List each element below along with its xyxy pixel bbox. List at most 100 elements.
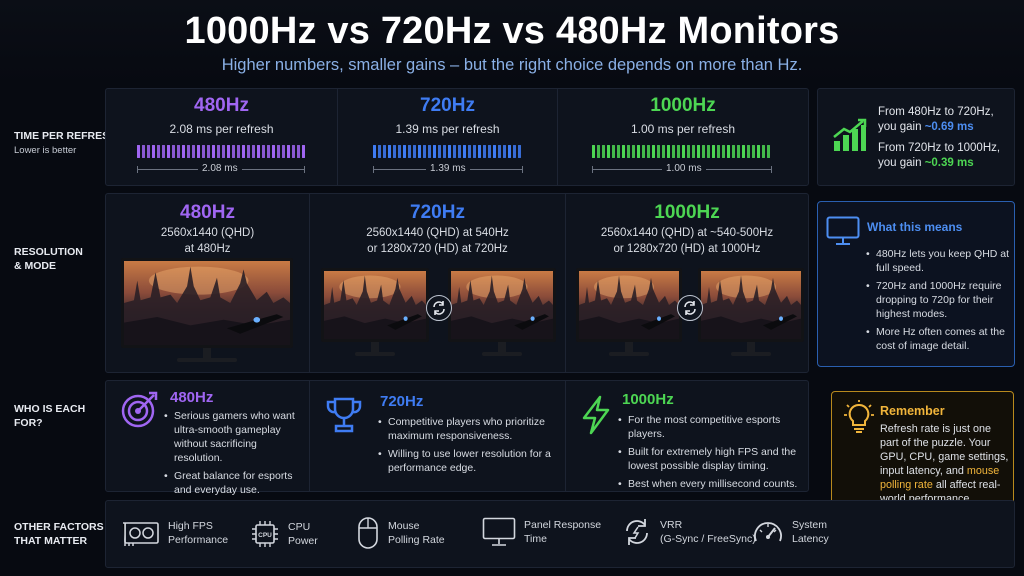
ms-per-refresh: 1.00 ms per refresh: [630, 122, 736, 136]
display-icon: [482, 517, 516, 546]
who-cell-480: 480Hz Serious gamers who want ultra-smoo…: [106, 381, 310, 496]
refresh-tick: [742, 145, 745, 158]
refresh-tick: [488, 145, 491, 158]
mouse-icon: [358, 517, 378, 549]
monitor-image: [121, 258, 293, 348]
refresh-tick: [287, 145, 290, 158]
refresh-tick: [423, 145, 426, 158]
swap-mode-icon: [677, 295, 703, 321]
monitor-stand-foot: [482, 352, 522, 356]
refresh-tick: [508, 145, 511, 158]
monitor-stand-foot: [731, 352, 771, 356]
refresh-tick: [652, 145, 655, 158]
lightbulb-icon: [844, 400, 874, 433]
who-list: Competitive players who prioritize maxim…: [378, 415, 558, 479]
cpu-icon: CPU: [252, 521, 278, 547]
monitor-stand-foot: [355, 352, 395, 356]
gain-value: ~0.69 ms: [924, 121, 974, 133]
refresh-tick: [687, 145, 690, 158]
refresh-tick: [468, 145, 471, 158]
refresh-tick: [767, 145, 770, 158]
list-item: Competitive players who prioritize maxim…: [378, 415, 558, 443]
refresh-tick: [717, 145, 720, 158]
refresh-tick: [438, 145, 441, 158]
refresh-tick: [597, 145, 600, 158]
trophy-icon: [326, 397, 362, 433]
factor-panel-response: Panel Response Time: [482, 517, 601, 547]
refresh-tick: [697, 145, 700, 158]
gain-prefix: you gain: [878, 121, 925, 133]
refresh-tick: [257, 145, 260, 158]
refresh-tick: [217, 145, 220, 158]
monitor-stand: [371, 342, 379, 352]
refresh-tick: [737, 145, 740, 158]
refresh-tick: [463, 145, 466, 158]
remember-box: Remember Refresh rate is just one part o…: [831, 391, 1014, 519]
who-list: For the most competitive esports players…: [618, 413, 804, 495]
refresh-tick: [413, 145, 416, 158]
refresh-tick: [202, 145, 205, 158]
who-cell-720: 720Hz Competitive players who prioritize…: [310, 381, 566, 491]
hz-label: 720Hz: [410, 202, 465, 223]
refresh-tick: [297, 145, 300, 158]
hz-label: 480Hz: [170, 389, 214, 406]
factor-label: System Latency: [792, 519, 829, 545]
monitor-image: [448, 268, 556, 342]
refresh-tick: [383, 145, 386, 158]
refresh-tick: [252, 145, 255, 158]
what-this-means-title: What this means: [867, 220, 963, 234]
refresh-tick: [498, 145, 501, 158]
factor-label: VRR (G-Sync / FreeSync): [660, 519, 756, 545]
monitor-screen: [576, 268, 682, 342]
refresh-tick: [473, 145, 476, 158]
list-item: More Hz often comes at the cost of image…: [866, 325, 1010, 353]
refresh-tick: [637, 145, 640, 158]
res-line1: 2560x1440 (QHD) at ~540-500Hz: [600, 227, 774, 239]
what-this-means-box: What this means 480Hz lets you keep QHD …: [817, 201, 1015, 367]
refresh-tick: [672, 145, 675, 158]
refresh-tick: [162, 145, 165, 158]
refresh-tick: [747, 145, 750, 158]
row-label-time-sub: Lower is better: [14, 145, 77, 156]
refresh-tick: [632, 145, 635, 158]
res-cell-720: 720Hz 2560x1440 (QHD) at 540Hz or 1280x7…: [310, 194, 566, 372]
factor-gpu: High FPS Performance: [122, 519, 228, 547]
monitor-screen: [121, 258, 293, 348]
ms-per-refresh: 1.39 ms per refresh: [395, 122, 500, 136]
monitor-icon: [826, 216, 860, 245]
refresh-tick: [762, 145, 765, 158]
row-label-resolution: RESOLUTION & MODE: [14, 246, 83, 272]
refresh-tick: [152, 145, 155, 158]
list-item: Willing to use lower resolution for a pe…: [378, 447, 558, 475]
hz-label: 720Hz: [420, 95, 475, 116]
refresh-tick: [272, 145, 275, 158]
refresh-tick: [453, 145, 456, 158]
refresh-tick: [642, 145, 645, 158]
monitor-stand: [498, 342, 506, 352]
factor-cpu: CPU CPU Power: [250, 519, 318, 549]
refresh-tick: [398, 145, 401, 158]
monitor-stand-foot: [609, 352, 649, 356]
refresh-tick: [142, 145, 145, 158]
monitor-screen: [448, 268, 556, 342]
factor-mouse: Mouse Polling Rate: [356, 515, 445, 551]
remember-text: Refresh rate is just one part of the puz…: [880, 422, 1010, 506]
target-icon: [121, 391, 158, 428]
refresh-tick: [207, 145, 210, 158]
refresh-tick: [692, 145, 695, 158]
gain-prefix: you gain: [878, 157, 925, 169]
cpu-chip-text: CPU: [258, 532, 272, 539]
refresh-tick: [262, 145, 265, 158]
row-label-factors: OTHER FACTORS THAT MATTER: [14, 521, 104, 547]
res-line2: or 1280x720 (HD) at 720Hz: [367, 243, 508, 255]
hz-label: 720Hz: [380, 393, 424, 410]
refresh-tick: [458, 145, 461, 158]
hz-label: 480Hz: [180, 202, 235, 223]
refresh-tick: [167, 145, 170, 158]
refresh-tick: [712, 145, 715, 158]
ms-per-refresh: 2.08 ms per refresh: [169, 122, 274, 136]
list-item: 720Hz and 1000Hz require dropping to 720…: [866, 279, 1010, 321]
monitor-image: [321, 268, 429, 342]
refresh-tick: [418, 145, 421, 158]
refresh-tick: [682, 145, 685, 158]
